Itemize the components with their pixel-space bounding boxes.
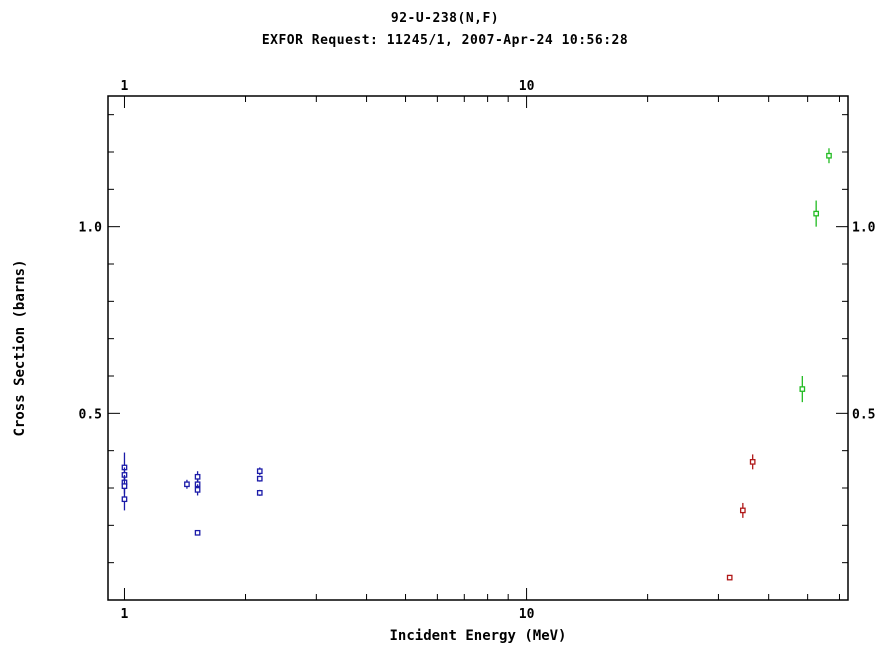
data-point [739, 507, 746, 514]
data-point [194, 529, 201, 536]
x-axis-label: Incident Energy (MeV) [389, 628, 566, 644]
plot-frame [107, 95, 849, 601]
data-point [121, 483, 128, 489]
y-tick-label-left: 0.5 [79, 407, 102, 422]
data-point [256, 468, 263, 475]
x-tick-label-top: 10 [519, 79, 535, 94]
data-series [121, 452, 263, 536]
data-point [121, 496, 128, 503]
x-tick-label-top: 1 [121, 79, 129, 94]
y-axis-label: Cross Section (barns) [12, 259, 28, 436]
data-series [726, 454, 756, 581]
x-tick-label-bottom: 1 [121, 607, 129, 622]
data-point [726, 574, 733, 581]
tick-labels: 1 1 10 10 0.5 0.5 1.0 1.0 [79, 79, 876, 622]
data-series [799, 148, 832, 403]
data-point [799, 386, 806, 392]
data-point [749, 459, 756, 465]
data-point [184, 481, 190, 488]
data-point [813, 210, 820, 217]
x-tick-label-bottom: 10 [519, 607, 535, 622]
data-point [256, 490, 263, 496]
data-point [256, 475, 263, 482]
axis-ticks [108, 96, 848, 600]
y-tick-label-right: 0.5 [852, 407, 875, 422]
y-tick-label-right: 1.0 [852, 221, 876, 236]
data-point [194, 487, 201, 493]
data-point [194, 473, 201, 480]
chart-title: 92-U-238(N,F) [390, 11, 500, 26]
chart-subtitle: EXFOR Request: 11245/1, 2007-Apr-24 10:5… [261, 33, 629, 48]
y-tick-label-left: 1.0 [79, 221, 103, 236]
data-points [121, 148, 832, 581]
data-point [826, 152, 832, 159]
